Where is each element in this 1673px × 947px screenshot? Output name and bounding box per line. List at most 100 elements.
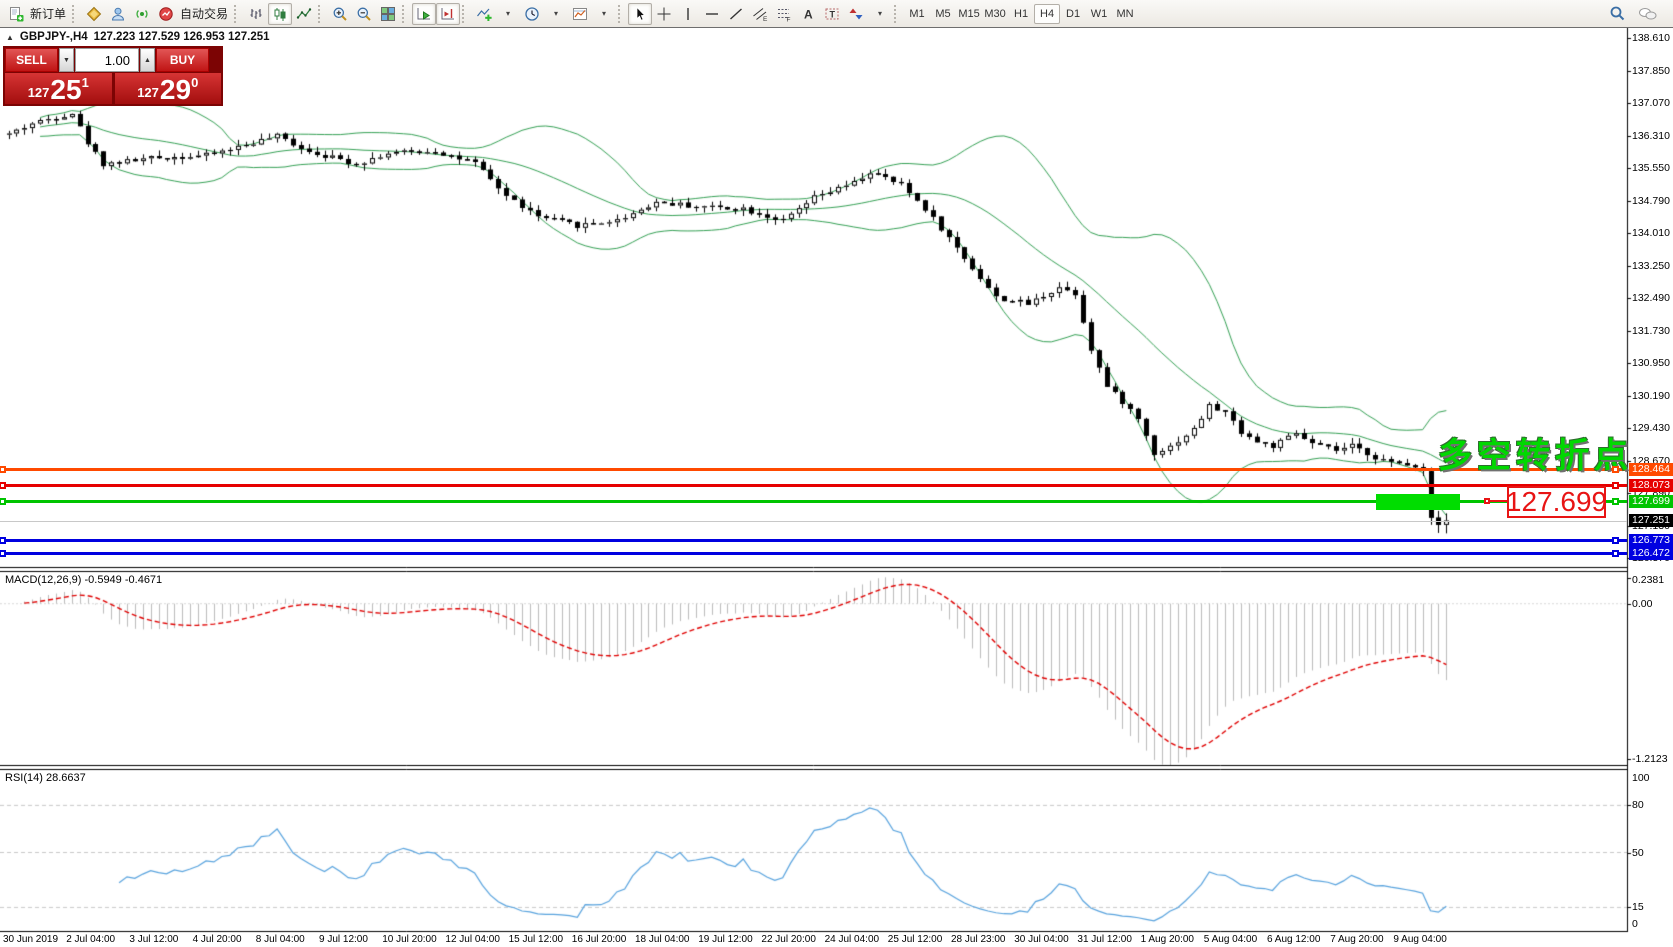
price-line-tag: 126.472 — [1629, 547, 1673, 561]
line-handle-left[interactable] — [0, 482, 6, 490]
text-button[interactable]: A — [796, 3, 820, 25]
price-axis-tick: 129.430 — [1632, 422, 1670, 434]
tile-windows-button[interactable] — [376, 3, 400, 25]
rsi-axis-100: 100 — [1632, 771, 1650, 784]
line-handle-left[interactable] — [0, 537, 6, 545]
label-button[interactable]: T — [820, 3, 844, 25]
templates-dropdown[interactable]: ▾ — [602, 9, 607, 18]
chart-canvas[interactable] — [0, 28, 1673, 947]
zoom-in-button[interactable] — [328, 3, 352, 25]
price-line-127.699[interactable] — [0, 500, 1627, 504]
fibonacci-button[interactable]: F — [772, 3, 796, 25]
chat-button[interactable] — [1635, 3, 1661, 25]
price-callout-box[interactable]: 127.699 — [1505, 486, 1608, 518]
price-line-126.472[interactable] — [0, 552, 1627, 556]
macd-axis-min: -1.2123 — [1632, 753, 1668, 765]
callout-handle[interactable] — [1484, 498, 1490, 504]
rsi-axis-0: 0 — [1632, 918, 1638, 930]
price-line-tag: 128.073 — [1629, 479, 1673, 493]
autotrade-icon — [158, 6, 174, 22]
line-handle-right[interactable] — [1612, 537, 1619, 545]
trendline-icon — [728, 6, 744, 22]
periods-dropdown[interactable]: ▾ — [554, 9, 559, 18]
line-handle-right[interactable] — [1612, 550, 1619, 558]
autotrade-button[interactable] — [154, 3, 178, 25]
auto-scroll-button[interactable] — [412, 2, 437, 25]
timeframe-M15[interactable]: M15 — [958, 7, 980, 20]
sell-button[interactable]: SELL — [5, 48, 58, 72]
sell-price-button[interactable]: 127 25 1 — [5, 73, 112, 104]
volume-input[interactable]: 1.00 — [75, 48, 139, 72]
time-axis-label: 15 Jul 12:00 — [508, 934, 564, 945]
line-handle-right[interactable] — [1612, 482, 1619, 490]
timeframe-H4[interactable]: H4 — [1034, 3, 1061, 24]
arrows-dropdown[interactable]: ▾ — [878, 9, 883, 18]
channel-button[interactable]: E — [748, 3, 772, 25]
sell-price-sup: 1 — [81, 75, 89, 90]
label-icon: T — [824, 6, 840, 22]
buy-button[interactable]: BUY — [156, 48, 209, 72]
timeframe-M1[interactable]: M1 — [909, 7, 925, 20]
cursor-button[interactable] — [628, 2, 653, 25]
line-handle-left[interactable] — [0, 550, 6, 558]
horizontal-line-button[interactable] — [700, 3, 724, 25]
trendline-button[interactable] — [724, 3, 748, 25]
time-axis-label: 9 Aug 04:00 — [1393, 934, 1447, 945]
price-line-128.073[interactable] — [0, 484, 1627, 488]
arrows-icon — [848, 6, 864, 22]
horizontal-line-icon — [704, 6, 720, 22]
zoom-out-button[interactable] — [352, 3, 376, 25]
new-order-button[interactable] — [4, 3, 28, 25]
crosshair-button[interactable] — [652, 3, 676, 25]
rsi-indicator-label: RSI(14) 28.6637 — [5, 772, 86, 784]
line-handle-right[interactable] — [1612, 465, 1619, 473]
timeframe-H1[interactable]: H1 — [1014, 7, 1029, 20]
profile-button[interactable] — [106, 3, 130, 25]
line-chart-button[interactable] — [292, 3, 316, 25]
search-button[interactable] — [1605, 3, 1629, 25]
timeframe-MN[interactable]: MN — [1116, 7, 1134, 20]
volume-decrease-button[interactable]: ▼ — [59, 48, 74, 72]
signals-button[interactable] — [130, 3, 154, 25]
periods-button[interactable] — [520, 3, 544, 25]
profile-icon — [110, 6, 126, 22]
timeframe-M5[interactable]: M5 — [935, 7, 951, 20]
toolbar-grip — [318, 4, 324, 23]
candlestick-button[interactable] — [268, 2, 293, 25]
price-line-128.464[interactable] — [0, 467, 1627, 471]
indicators-button[interactable] — [472, 3, 496, 25]
line-handle-left[interactable] — [0, 465, 6, 473]
indicators-dropdown[interactable]: ▾ — [506, 9, 511, 18]
metaeditor-button[interactable] — [82, 3, 106, 25]
arrows-button[interactable] — [844, 3, 868, 25]
line-handle-left[interactable] — [0, 498, 6, 506]
highlight-rectangle[interactable] — [1376, 494, 1460, 510]
chart-window: ▲ GBPJPY-,H4 127.223 127.529 126.953 127… — [0, 28, 1673, 947]
timeframe-D1[interactable]: D1 — [1066, 7, 1081, 20]
indicators-icon — [476, 6, 492, 22]
time-axis-label: 24 Jul 04:00 — [824, 934, 880, 945]
templates-button[interactable] — [568, 3, 592, 25]
vertical-line-button[interactable] — [676, 3, 700, 25]
new-order-label[interactable]: 新订单 — [30, 7, 67, 21]
timeframe-M30[interactable]: M30 — [984, 7, 1006, 20]
time-axis-label: 10 Jul 20:00 — [382, 934, 437, 945]
price-axis-tick: 137.070 — [1632, 97, 1670, 109]
time-axis-label: 18 Jul 04:00 — [635, 934, 690, 945]
time-axis-label: 2 Jul 04:00 — [66, 934, 116, 945]
price-line-126.773[interactable] — [0, 539, 1627, 543]
time-axis-label: 6 Aug 12:00 — [1267, 934, 1321, 945]
chart-shift-button[interactable] — [436, 2, 461, 25]
autotrade-label[interactable]: 自动交易 — [180, 7, 229, 21]
volume-increase-button[interactable]: ▲ — [140, 48, 155, 72]
time-axis-label: 1 Aug 20:00 — [1140, 934, 1194, 945]
timeframe-W1[interactable]: W1 — [1090, 7, 1108, 20]
svg-text:T: T — [830, 9, 836, 19]
line-handle-right[interactable] — [1612, 498, 1619, 506]
sell-price-big: 25 — [50, 74, 82, 105]
collapse-panel-icon[interactable]: ▲ — [6, 32, 14, 42]
time-axis-label: 22 Jul 20:00 — [761, 934, 816, 945]
chart-annotation-text[interactable]: 多空转折点 — [1438, 437, 1633, 475]
buy-price-button[interactable]: 127 29 0 — [114, 73, 221, 104]
bar-chart-button[interactable] — [244, 3, 268, 25]
